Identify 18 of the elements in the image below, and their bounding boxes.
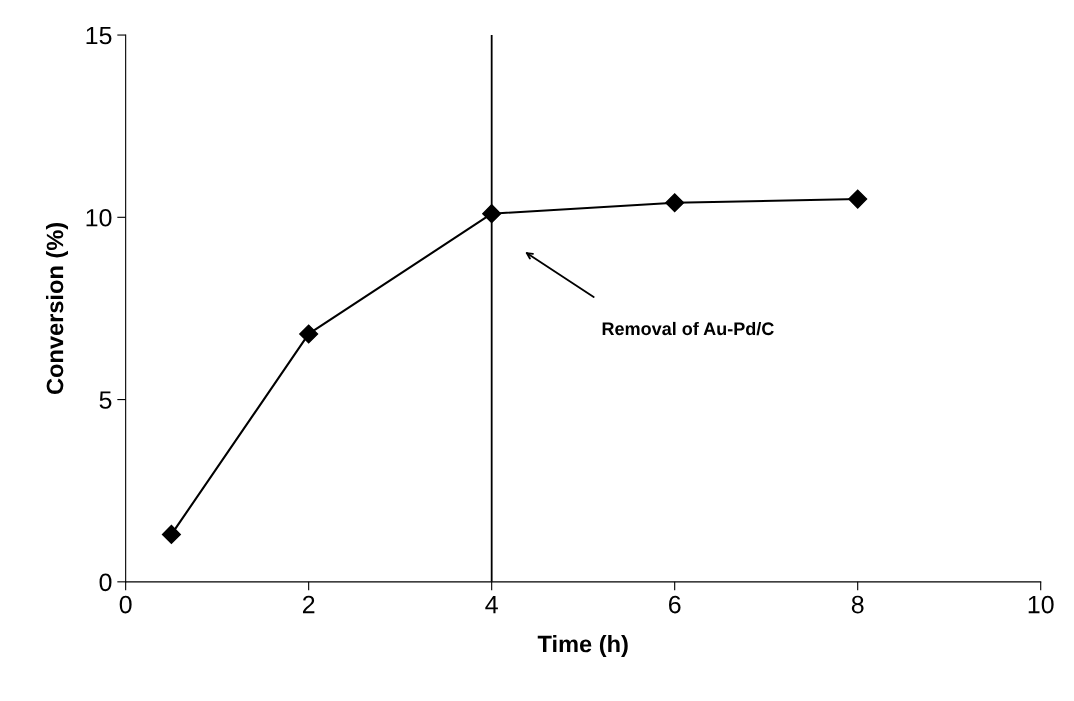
y-tick-label: 15 xyxy=(86,26,112,45)
y-tick-label: 10 xyxy=(86,208,112,227)
x-tick-label: 4 xyxy=(485,595,498,614)
point xyxy=(161,524,181,544)
y-tick-label: 0 xyxy=(99,573,112,592)
x-axis-title: Time (h) xyxy=(537,635,628,658)
y-axis-title: Conversion (%) xyxy=(45,223,68,395)
annotation: Removal of Au-Pd/C xyxy=(602,321,774,336)
point xyxy=(299,324,319,344)
y-tick-label: 5 xyxy=(99,391,112,409)
point xyxy=(482,204,502,224)
point xyxy=(848,189,868,209)
x-tick-label: 2 xyxy=(302,595,315,614)
point xyxy=(665,193,685,213)
x-tick-label: 8 xyxy=(851,595,864,614)
x-tick-label: 6 xyxy=(669,595,681,614)
x-tick-label: 0 xyxy=(119,595,132,614)
x-tick-label: 10 xyxy=(1028,595,1054,614)
